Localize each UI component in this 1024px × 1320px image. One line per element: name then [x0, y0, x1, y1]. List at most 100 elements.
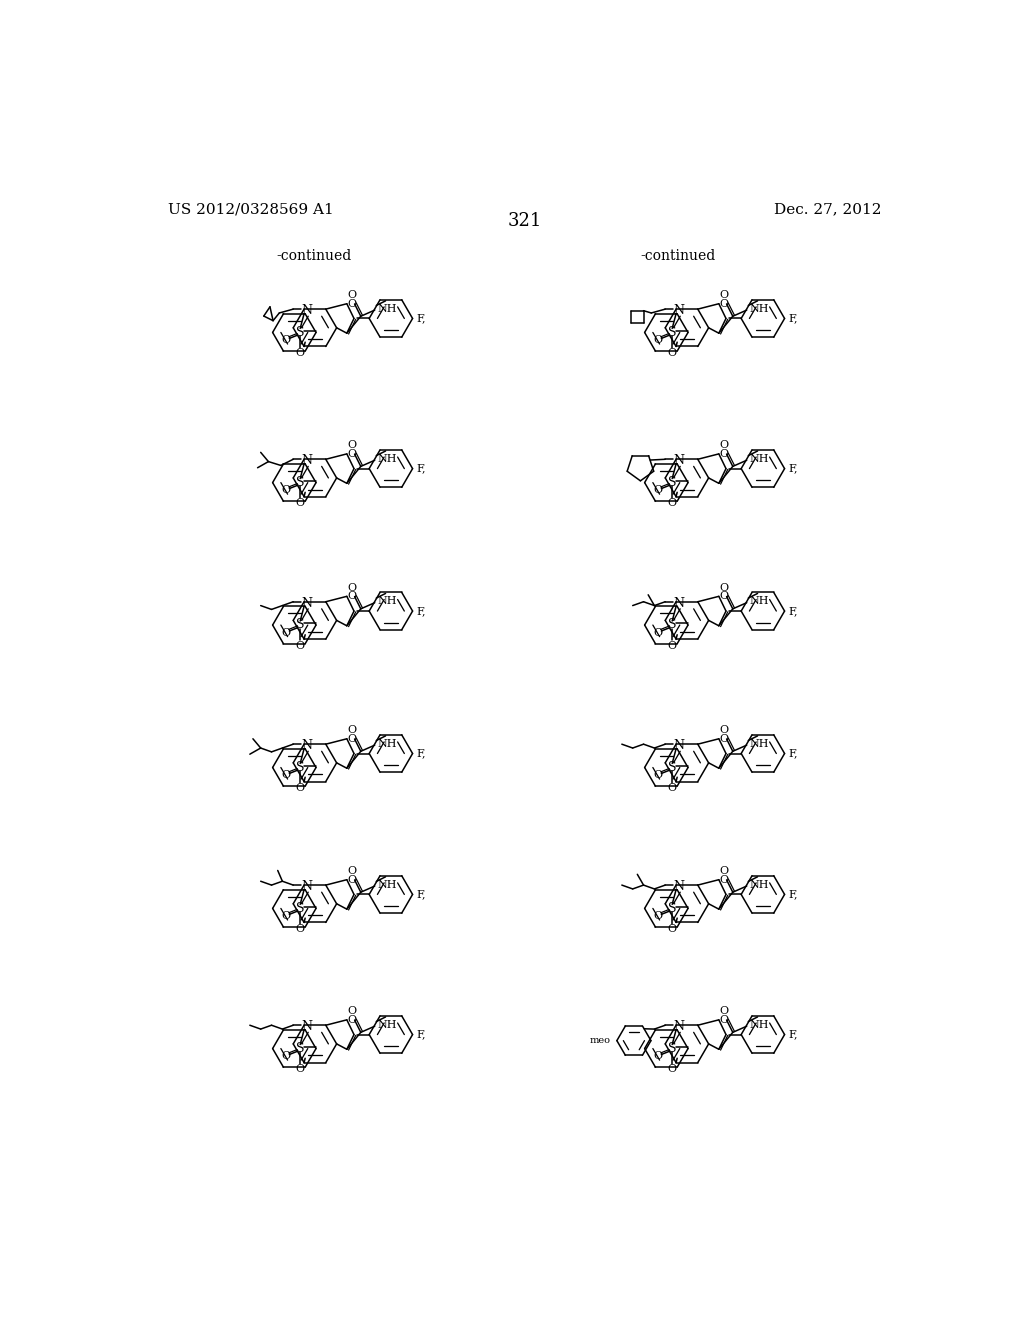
Text: -continued: -continued: [641, 249, 716, 263]
Text: F,: F,: [417, 313, 426, 323]
Text: O: O: [653, 627, 663, 638]
Text: O: O: [653, 911, 663, 921]
Text: NH: NH: [378, 879, 397, 890]
Text: O: O: [296, 783, 305, 793]
Text: N: N: [673, 1020, 684, 1034]
Text: O: O: [348, 449, 356, 459]
Text: S: S: [296, 326, 304, 339]
Text: 321: 321: [508, 213, 542, 230]
Text: F,: F,: [417, 890, 426, 899]
Text: O: O: [720, 582, 729, 593]
Text: N: N: [301, 304, 312, 317]
Text: F,: F,: [788, 463, 798, 474]
Text: O: O: [668, 640, 677, 651]
Text: NH: NH: [750, 1019, 769, 1030]
Text: S: S: [668, 902, 677, 915]
Text: F,: F,: [417, 1030, 426, 1040]
Text: NH: NH: [750, 304, 769, 314]
Text: N: N: [673, 739, 684, 752]
Text: F,: F,: [417, 606, 426, 616]
Text: O: O: [653, 335, 663, 345]
Text: US 2012/0328569 A1: US 2012/0328569 A1: [168, 202, 334, 216]
Text: O: O: [720, 298, 729, 309]
Text: O: O: [348, 866, 356, 876]
Text: F,: F,: [788, 313, 798, 323]
Text: O: O: [668, 924, 677, 935]
Text: S: S: [296, 760, 304, 774]
Text: NH: NH: [378, 454, 397, 463]
Text: O: O: [653, 484, 663, 495]
Text: S: S: [296, 477, 304, 488]
Text: O: O: [281, 627, 290, 638]
Text: O: O: [720, 441, 729, 450]
Text: O: O: [720, 866, 729, 876]
Text: O: O: [668, 348, 677, 358]
Text: O: O: [720, 734, 729, 743]
Text: O: O: [348, 298, 356, 309]
Text: O: O: [348, 441, 356, 450]
Text: F,: F,: [417, 463, 426, 474]
Text: S: S: [296, 618, 304, 631]
Text: O: O: [348, 290, 356, 300]
Text: O: O: [296, 498, 305, 508]
Text: S: S: [668, 477, 677, 488]
Text: O: O: [296, 640, 305, 651]
Text: S: S: [296, 1041, 304, 1055]
Text: O: O: [348, 591, 356, 602]
Text: O: O: [348, 875, 356, 884]
Text: O: O: [348, 725, 356, 735]
Text: N: N: [673, 597, 684, 610]
Text: F,: F,: [417, 748, 426, 759]
Text: O: O: [653, 1051, 663, 1061]
Text: S: S: [668, 1041, 677, 1055]
Text: O: O: [296, 924, 305, 935]
Text: N: N: [301, 454, 312, 467]
Text: S: S: [668, 760, 677, 774]
Text: NH: NH: [378, 597, 397, 606]
Text: NH: NH: [750, 454, 769, 463]
Text: O: O: [281, 911, 290, 921]
Text: O: O: [281, 335, 290, 345]
Text: O: O: [720, 591, 729, 602]
Text: O: O: [296, 348, 305, 358]
Text: NH: NH: [750, 879, 769, 890]
Text: N: N: [673, 454, 684, 467]
Text: O: O: [720, 875, 729, 884]
Text: O: O: [668, 783, 677, 793]
Text: F,: F,: [788, 748, 798, 759]
Text: O: O: [281, 770, 290, 780]
Text: meo: meo: [590, 1036, 610, 1045]
Text: NH: NH: [750, 597, 769, 606]
Text: N: N: [301, 739, 312, 752]
Text: NH: NH: [378, 1019, 397, 1030]
Text: O: O: [296, 1064, 305, 1074]
Text: S: S: [296, 902, 304, 915]
Text: N: N: [673, 880, 684, 894]
Text: F,: F,: [788, 890, 798, 899]
Text: F,: F,: [788, 606, 798, 616]
Text: NH: NH: [750, 739, 769, 748]
Text: O: O: [720, 1015, 729, 1024]
Text: S: S: [668, 326, 677, 339]
Text: NH: NH: [378, 304, 397, 314]
Text: NH: NH: [378, 739, 397, 748]
Text: S: S: [668, 618, 677, 631]
Text: N: N: [301, 1020, 312, 1034]
Text: F,: F,: [788, 1030, 798, 1040]
Text: Dec. 27, 2012: Dec. 27, 2012: [774, 202, 882, 216]
Text: O: O: [720, 449, 729, 459]
Text: O: O: [720, 1006, 729, 1016]
Text: O: O: [668, 1064, 677, 1074]
Text: O: O: [348, 582, 356, 593]
Text: O: O: [720, 725, 729, 735]
Text: O: O: [348, 1015, 356, 1024]
Text: O: O: [720, 290, 729, 300]
Text: O: O: [348, 1006, 356, 1016]
Text: O: O: [281, 1051, 290, 1061]
Text: N: N: [673, 304, 684, 317]
Text: O: O: [348, 734, 356, 743]
Text: -continued: -continued: [276, 249, 351, 263]
Text: O: O: [653, 770, 663, 780]
Text: O: O: [281, 484, 290, 495]
Text: N: N: [301, 597, 312, 610]
